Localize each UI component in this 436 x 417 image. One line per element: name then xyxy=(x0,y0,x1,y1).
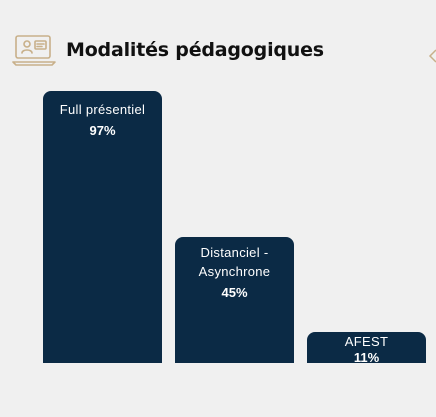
bar-1: Full présentiel 97% xyxy=(43,91,162,363)
bar-3: AFEST 11% xyxy=(307,332,426,365)
corner-decoration-icon xyxy=(428,49,436,63)
bar-category-label: Asynchrone xyxy=(198,264,271,279)
bar-value-label: 11% xyxy=(353,350,380,365)
bar-value-label: 45% xyxy=(221,285,248,300)
bar-value-label: 97% xyxy=(89,123,116,138)
bar-category-label: Full présentiel xyxy=(59,102,146,117)
bar-2: Distanciel - Asynchrone 45% xyxy=(175,237,294,363)
elearning-icon xyxy=(12,35,56,66)
chart-header: Modalités pédagogiques xyxy=(12,30,324,70)
chart-title: Modalités pédagogiques xyxy=(66,39,324,61)
bar-category-label: AFEST xyxy=(344,334,389,349)
bar-category-label: Distanciel - xyxy=(200,245,269,260)
